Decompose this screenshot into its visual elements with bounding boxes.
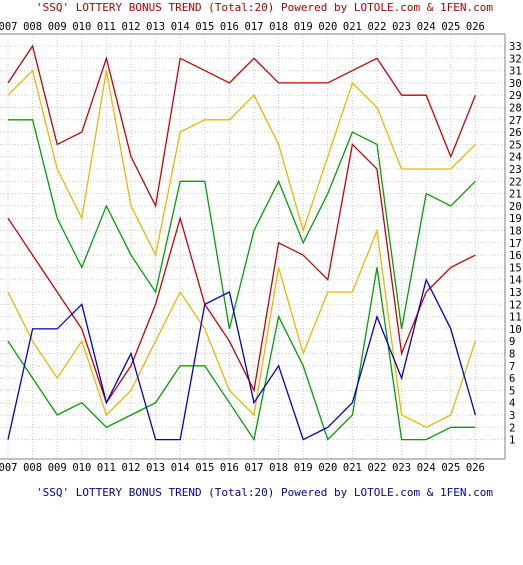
x-tick-label-top: 008 — [23, 21, 42, 33]
y-tick-label: 14 — [509, 275, 522, 287]
y-tick-label: 8 — [509, 349, 515, 361]
x-tick-label-top: 016 — [220, 21, 239, 33]
y-tick-label: 27 — [509, 115, 522, 127]
y-tick-label: 20 — [509, 201, 522, 213]
x-tick-label-top: 019 — [294, 21, 313, 33]
x-tick-label-bottom: 025 — [441, 462, 460, 474]
y-tick-label: 2 — [509, 422, 515, 434]
y-tick-label: 12 — [509, 299, 522, 311]
y-tick-label: 23 — [509, 164, 522, 176]
y-tick-label: 16 — [509, 250, 522, 262]
x-tick-label-bottom: 015 — [195, 462, 214, 474]
y-tick-label: 4 — [509, 398, 515, 410]
series-line-1 — [7, 44, 477, 208]
y-tick-label: 32 — [509, 53, 522, 65]
x-tick-label-top: 021 — [343, 21, 362, 33]
x-tick-label-bottom: 019 — [294, 462, 313, 474]
x-tick-label-top: 024 — [417, 21, 436, 33]
x-tick-label-top: 026 — [466, 21, 485, 33]
x-tick-label-bottom: 014 — [171, 462, 190, 474]
x-tick-label-top: 017 — [245, 21, 264, 33]
x-tick-label-bottom: 011 — [97, 462, 116, 474]
y-tick-label: 11 — [509, 312, 522, 324]
y-tick-label: 10 — [509, 324, 522, 336]
y-tick-label: 17 — [509, 238, 522, 250]
x-tick-label-top: 014 — [171, 21, 190, 33]
y-tick-label: 26 — [509, 127, 522, 139]
x-tick-label-bottom: 020 — [318, 462, 337, 474]
x-tick-label-bottom: 013 — [146, 462, 165, 474]
series-line-3 — [8, 119, 476, 330]
x-tick-label-top: 009 — [48, 21, 67, 33]
series-line-4 — [7, 143, 476, 405]
y-tick-label: 3 — [509, 410, 515, 422]
y-tick-label: 33 — [509, 41, 522, 53]
x-tick-label-top: 007 — [0, 21, 17, 33]
x-tick-label-bottom: 010 — [72, 462, 91, 474]
x-tick-label-top: 022 — [368, 21, 387, 33]
y-tick-label: 31 — [509, 66, 522, 78]
x-tick-label-bottom: 016 — [220, 462, 239, 474]
y-tick-label: 15 — [509, 262, 522, 274]
x-tick-label-top: 018 — [269, 21, 288, 33]
x-tick-label-bottom: 022 — [368, 462, 387, 474]
x-tick-label-top: 010 — [72, 21, 91, 33]
x-tick-label-bottom: 007 — [0, 462, 17, 474]
x-tick-label-bottom: 026 — [466, 462, 485, 474]
y-tick-label: 7 — [509, 361, 515, 373]
x-ticks-bottom: 007 008 009 010 011 012 013 014 015 016 017 018 019 0… — [0, 462, 485, 474]
y-ticks: 1234567891011121314151617181920212223242… — [509, 41, 522, 447]
y-tick-label: 25 — [509, 139, 522, 151]
y-tick-label: 6 — [509, 373, 515, 385]
x-tick-label-top: 013 — [146, 21, 165, 33]
y-tick-label: 30 — [509, 78, 522, 90]
series-line-2 — [7, 69, 476, 258]
y-tick-label: 29 — [509, 90, 522, 102]
chart-footer: 'SSQ' LOTTERY BONUS TREND (Total:20) Pow… — [36, 486, 493, 499]
y-tick-label: 5 — [509, 385, 515, 397]
x-tick-label-bottom: 018 — [269, 462, 288, 474]
y-tick-label: 22 — [509, 176, 522, 188]
y-tick-label: 18 — [509, 226, 522, 238]
x-tick-label-bottom: 008 — [23, 462, 42, 474]
series-lines — [7, 44, 477, 442]
x-tick-label-top: 023 — [392, 21, 411, 33]
x-tick-label-top: 020 — [318, 21, 337, 33]
y-tick-label: 19 — [509, 213, 522, 225]
series-line-6 — [7, 267, 476, 442]
y-tick-label: 28 — [509, 103, 522, 115]
y-tick-label: 24 — [509, 152, 522, 164]
chart-title: 'SSQ' LOTTERY BONUS TREND (Total:20) Pow… — [36, 1, 493, 14]
y-tick-label: 1 — [509, 435, 515, 447]
series-line-5 — [7, 227, 477, 429]
x-tick-label-top: 012 — [122, 21, 141, 33]
y-tick-label: 21 — [509, 189, 522, 201]
y-tick-label: 9 — [509, 336, 515, 348]
y-tick-label: 13 — [509, 287, 522, 299]
grid — [0, 33, 506, 460]
x-tick-label-top: 015 — [195, 21, 214, 33]
x-tick-label-top: 011 — [97, 21, 116, 33]
series-line-7 — [7, 277, 477, 441]
x-tick-label-bottom: 009 — [48, 462, 67, 474]
x-tick-label-bottom: 012 — [122, 462, 141, 474]
x-ticks-top: 007 008 009 010 011 012 013 014 015 016 017 018 019 0… — [0, 21, 485, 33]
x-tick-label-bottom: 024 — [417, 462, 436, 474]
x-tick-label-bottom: 017 — [245, 462, 264, 474]
x-tick-label-top: 025 — [441, 21, 460, 33]
x-tick-label-bottom: 023 — [392, 462, 411, 474]
x-tick-label-bottom: 021 — [343, 462, 362, 474]
